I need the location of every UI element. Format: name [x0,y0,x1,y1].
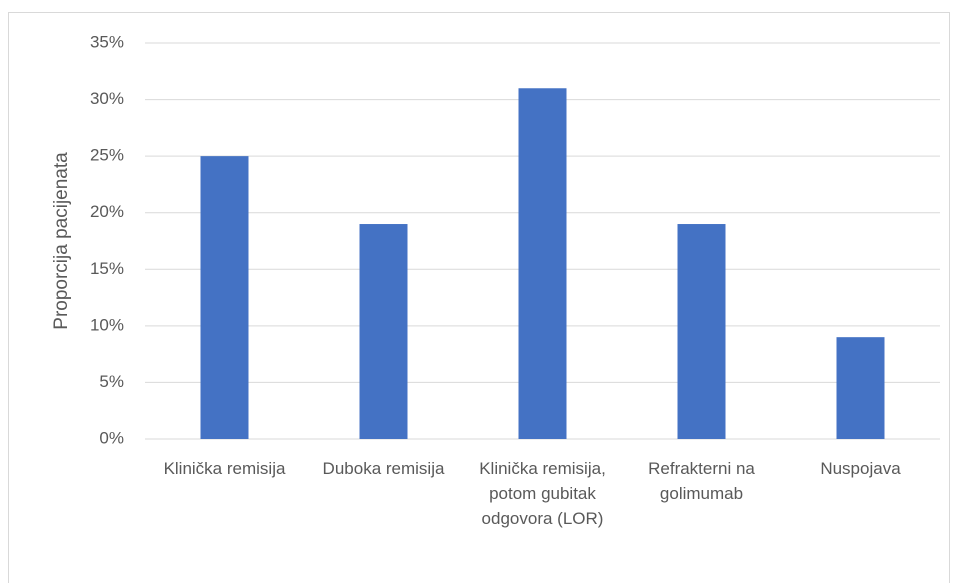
x-tick-label: Klinička remisija [163,459,286,478]
y-tick-label: 15% [90,259,124,278]
x-tick-label: Nuspojava [820,459,901,478]
y-axis-label: Proporcija pacijenata [51,152,72,330]
bar [359,224,408,439]
y-tick-label: 30% [90,89,124,108]
bar [677,224,726,439]
y-tick-label: 35% [90,32,124,51]
y-tick-label: 10% [90,315,124,334]
bar [518,88,567,439]
chart-border [8,12,950,583]
y-tick-label: 25% [90,146,124,165]
x-tick-label: Refrakterni na golimumab [648,459,755,503]
y-tick-label: 0% [99,428,124,447]
x-tick-label: Klinička remisija, potom gubitak odgovor… [479,459,606,528]
y-tick-label: 5% [99,372,124,391]
bar [836,337,885,439]
x-tick-label: Duboka remisija [322,459,445,478]
bar [200,156,249,439]
y-tick-label: 20% [90,202,124,221]
